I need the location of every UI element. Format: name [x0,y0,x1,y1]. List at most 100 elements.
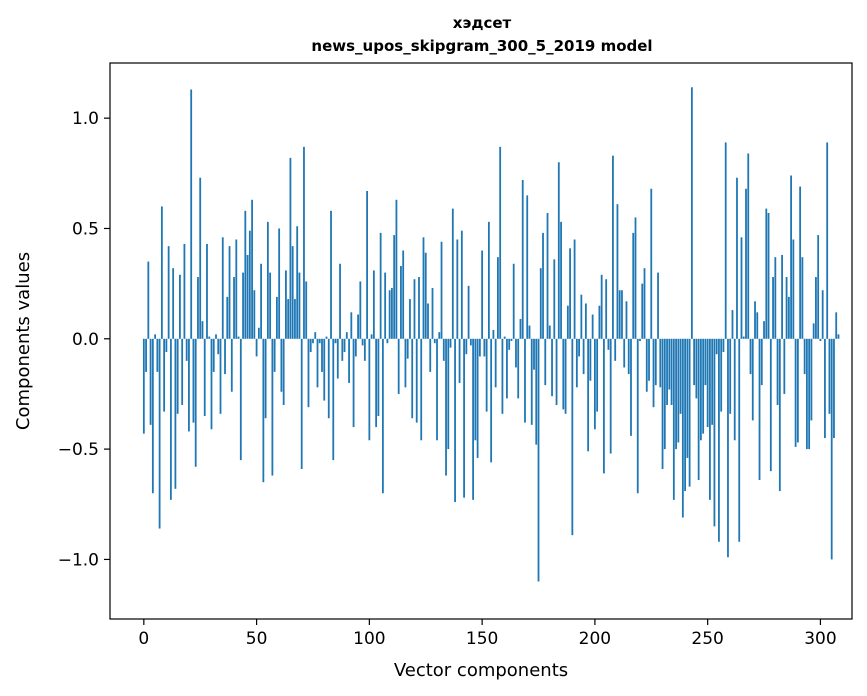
bar-224 [648,338,650,381]
bar-169 [524,338,526,423]
bar-14 [174,338,177,489]
bar-83 [330,210,332,339]
bar-180 [548,325,551,339]
bar-109 [388,290,391,339]
bar-242 [688,338,691,487]
bar-250 [706,338,709,428]
bar-223 [645,338,648,392]
bar-284 [783,338,786,394]
bar-201 [596,338,599,412]
bar-173 [533,338,535,370]
bar-225 [650,188,653,339]
bar-26 [201,321,204,339]
bar-306 [833,338,835,439]
bar-112 [395,199,398,339]
y-tick-label: 1.0 [72,109,99,129]
bar-84 [332,338,335,461]
bar-193 [578,338,580,357]
bar-120 [413,279,416,339]
bar-232 [666,338,668,405]
bar-287 [790,175,792,339]
bar-280 [774,257,777,339]
bar-219 [636,338,639,494]
bar-153 [487,221,490,339]
bar-265 [740,237,743,339]
bar-188 [566,305,569,339]
bar-34 [219,338,222,414]
bar-79 [321,338,323,372]
bar-36 [224,338,226,375]
bar-13 [172,268,175,339]
x-tick-label: 250 [691,629,723,649]
bar-196 [584,303,587,339]
bar-56 [269,272,272,339]
bar-7 [158,338,161,529]
bar-106 [381,338,384,494]
bar-198 [589,338,592,381]
bar-124 [422,237,425,339]
bar-295 [808,338,811,450]
bar-45 [244,210,247,339]
y-tick-label: −0.5 [58,440,99,460]
bar-135 [447,338,450,450]
bar-274 [760,338,763,386]
bar-67 [294,299,296,339]
bar-200 [593,338,596,430]
bar-58 [273,338,276,372]
bar-102 [372,270,375,339]
bar-199 [591,314,594,339]
bar-177 [542,232,544,339]
bar-215 [627,338,630,375]
bar-290 [796,338,799,443]
bar-137 [451,208,454,339]
bar-209 [614,338,617,361]
bar-136 [449,338,452,348]
bar-75 [312,338,314,344]
x-axis-label: Vector components [394,660,568,681]
bar-94 [354,338,357,357]
bar-308 [837,334,840,339]
bar-271 [754,301,756,339]
bar-111 [393,235,396,339]
bar-145 [469,338,472,346]
bar-258 [724,142,727,339]
bar-240 [684,338,686,492]
bar-213 [623,338,626,368]
bar-277 [767,213,770,339]
bar-65 [289,157,292,339]
y-tick-label: 0.0 [72,330,99,350]
bar-90 [345,332,348,339]
bar-149 [478,338,481,357]
bar-276 [765,208,768,339]
bar-161 [506,338,508,399]
bar-46 [246,254,249,339]
bar-259 [727,338,729,558]
bar-69 [298,272,301,339]
bar-288 [792,239,795,339]
bar-72 [305,281,308,339]
bar-30 [210,338,213,430]
bar-52 [260,263,262,339]
bar-269 [749,338,752,375]
bar-144 [467,285,470,339]
bar-206 [607,338,610,350]
bar-141 [460,230,463,339]
bar-114 [400,265,402,339]
bar-245 [695,338,698,399]
bar-96 [359,281,362,339]
bar-299 [817,235,820,339]
bar-197 [587,338,590,452]
bar-8 [160,206,163,339]
bar-251 [709,338,711,500]
bar-63 [285,270,287,339]
bar-192 [575,338,578,388]
bar-231 [663,338,666,450]
bar-21 [190,89,193,339]
bar-181 [551,338,553,397]
bar-104 [377,338,380,417]
bar-253 [713,338,716,527]
bar-82 [327,338,330,419]
bar-263 [736,177,738,339]
bar-184 [557,162,560,339]
bar-27 [203,338,206,417]
